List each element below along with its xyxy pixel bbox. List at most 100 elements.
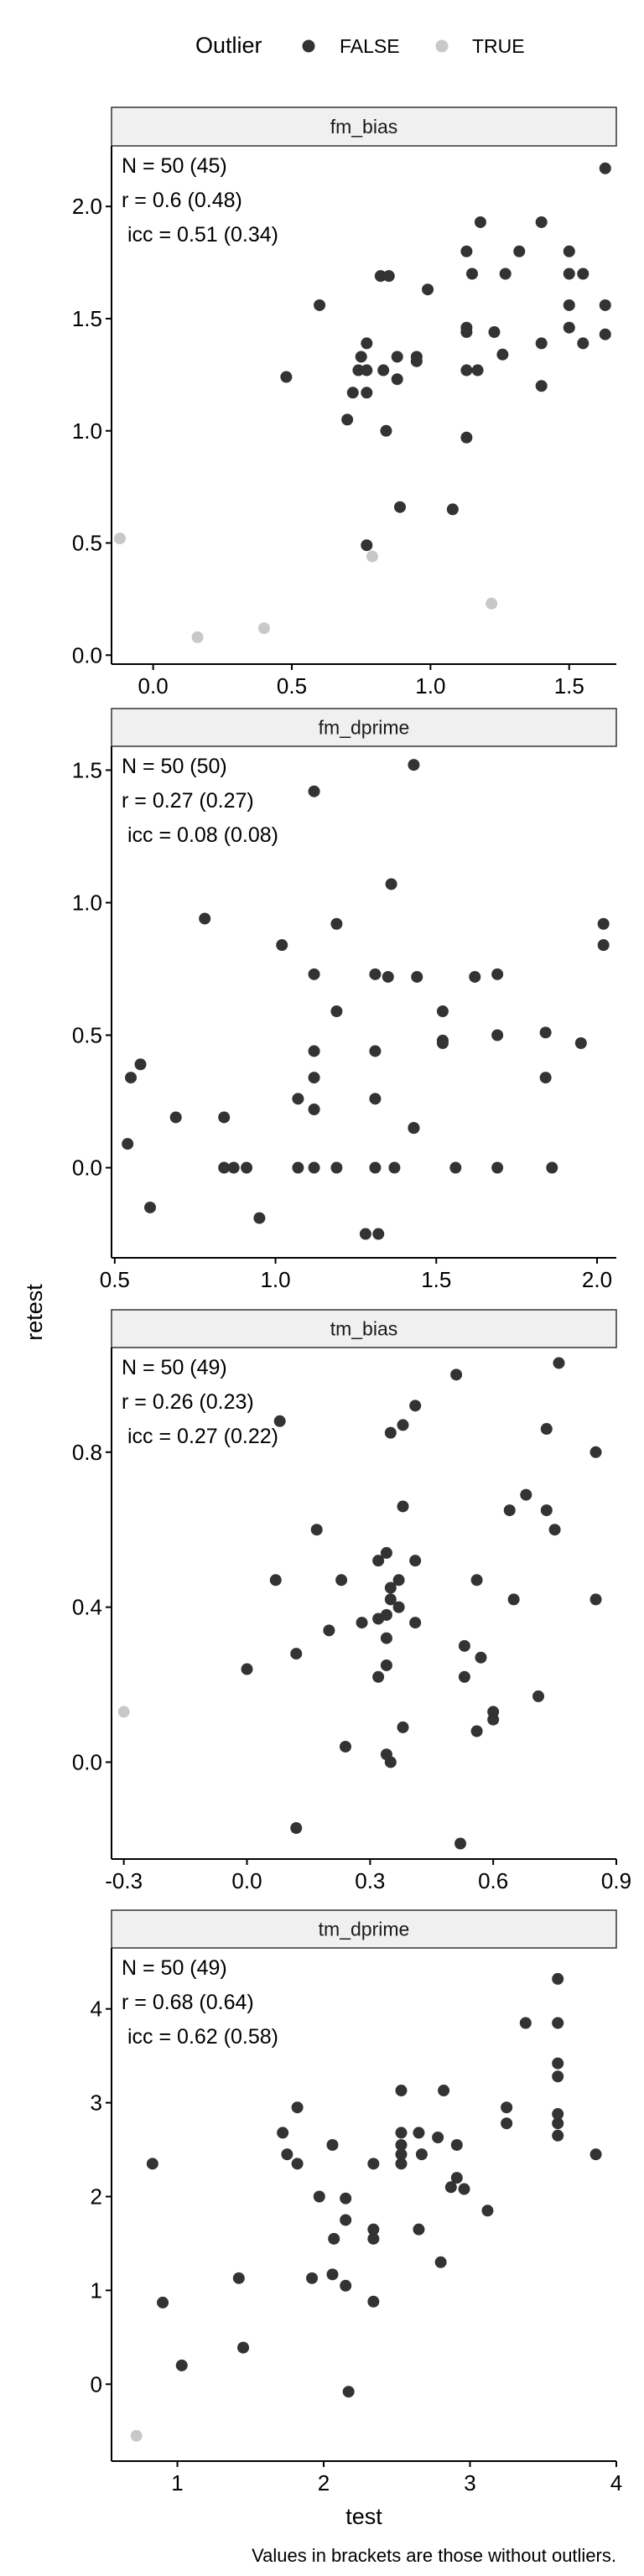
legend-key-false — [302, 39, 315, 53]
data-point — [552, 2017, 564, 2029]
x-tick-label: 1 — [171, 2470, 183, 2496]
data-point — [539, 1072, 552, 1084]
data-point — [372, 1613, 385, 1625]
data-point — [535, 380, 548, 392]
data-point — [306, 2272, 319, 2284]
data-point — [374, 270, 387, 283]
x-tick-label: 0.6 — [478, 1868, 508, 1893]
data-point — [499, 267, 512, 280]
x-tick-label: 1.5 — [421, 1267, 451, 1292]
data-point — [438, 2085, 450, 2097]
data-point — [377, 364, 390, 377]
data-point — [496, 348, 509, 361]
data-point — [409, 1555, 422, 1567]
data-point — [395, 2127, 408, 2139]
data-point — [563, 299, 575, 311]
data-point — [577, 267, 589, 280]
data-point — [481, 2205, 494, 2217]
y-tick-label: 1.0 — [72, 890, 102, 915]
data-point — [513, 245, 526, 257]
data-point — [218, 1161, 231, 1174]
data-point — [367, 2232, 380, 2245]
data-point — [157, 2296, 169, 2309]
data-point — [122, 1138, 134, 1150]
data-point — [328, 2232, 340, 2245]
data-point — [372, 1670, 385, 1683]
data-point — [519, 2017, 532, 2029]
data-point — [460, 431, 473, 444]
y-axis-label: retest — [22, 1284, 47, 1341]
data-point — [597, 939, 610, 952]
data-point — [355, 351, 367, 363]
stats-annotation: r = 0.68 (0.64) — [122, 1991, 254, 2014]
data-point — [535, 216, 548, 228]
data-point — [460, 245, 473, 257]
data-point — [454, 1837, 467, 1850]
facet-strip — [111, 708, 617, 747]
data-point — [290, 1648, 303, 1660]
data-point — [134, 1058, 147, 1071]
data-point — [395, 2085, 408, 2097]
x-tick-label: 0.3 — [355, 1868, 385, 1893]
data-point — [340, 2214, 352, 2226]
data-point — [323, 1624, 335, 1637]
panel-fm_dprime: fm_dprime 0.0 0.5 1.0 1.5 0.5 1.0 1.5 2.0 N = 50 … — [72, 708, 617, 1292]
data-point — [501, 2117, 513, 2130]
facet-title: fm_bias — [330, 116, 398, 138]
legend: Outlier FALSE TRUE — [195, 33, 525, 58]
x-tick-label: 4 — [610, 2470, 622, 2496]
y-tick-label: 1.5 — [72, 757, 102, 782]
facet-strip — [111, 1909, 617, 1949]
data-point — [397, 1419, 409, 1431]
data-point — [507, 1593, 520, 1606]
stats-annotation: N = 50 (49) — [122, 1356, 227, 1379]
data-point — [290, 1822, 303, 1835]
data-point — [392, 1574, 405, 1587]
data-point — [144, 1201, 157, 1213]
data-point — [548, 1524, 561, 1536]
panel-tm_bias: tm_bias 0.0 0.4 0.8 -0.3 0.0 0.3 0.6 0.9 N = 50 (… — [72, 1309, 631, 1893]
data-point — [458, 1670, 470, 1683]
facet-strip — [111, 106, 617, 147]
y-tick-label: 0.0 — [72, 642, 102, 667]
data-point — [125, 1072, 138, 1084]
data-point — [388, 1161, 401, 1174]
data-point — [589, 1593, 602, 1606]
data-point — [367, 2295, 380, 2308]
x-tick-label: -0.3 — [105, 1868, 143, 1893]
facet-title: fm_dprime — [319, 717, 410, 739]
data-point — [369, 968, 382, 980]
data-point — [599, 162, 611, 174]
data-point — [460, 326, 473, 339]
data-point — [491, 1029, 504, 1041]
data-point — [546, 1161, 558, 1174]
data-point — [563, 321, 575, 334]
data-point — [450, 2172, 463, 2184]
data-point — [446, 503, 459, 516]
stats-annotation: r = 0.27 (0.27) — [122, 789, 254, 813]
data-point — [444, 2181, 457, 2194]
y-tick-label: 0.0 — [72, 1749, 102, 1774]
data-point — [380, 1659, 392, 1671]
data-point — [391, 351, 403, 363]
data-point — [599, 328, 611, 340]
data-point — [552, 2070, 564, 2083]
data-point — [273, 1415, 286, 1427]
data-point — [352, 364, 365, 377]
data-point — [276, 939, 288, 952]
data-point — [409, 1617, 422, 1629]
data-point — [552, 2057, 564, 2070]
data-point — [409, 1400, 422, 1412]
data-point — [552, 1972, 564, 1985]
data-point — [341, 413, 354, 426]
stats-annotation: icc = 0.62 (0.58) — [127, 2025, 278, 2049]
data-point — [308, 1072, 320, 1084]
data-point — [175, 2359, 188, 2371]
data-point — [563, 267, 575, 280]
data-point — [361, 364, 373, 377]
data-point — [340, 2192, 352, 2205]
legend-key-true — [435, 39, 449, 53]
outlier-point — [130, 2429, 143, 2442]
facet-title: tm_dprime — [319, 1919, 410, 1940]
stats-annotation: r = 0.6 (0.48) — [122, 189, 242, 212]
